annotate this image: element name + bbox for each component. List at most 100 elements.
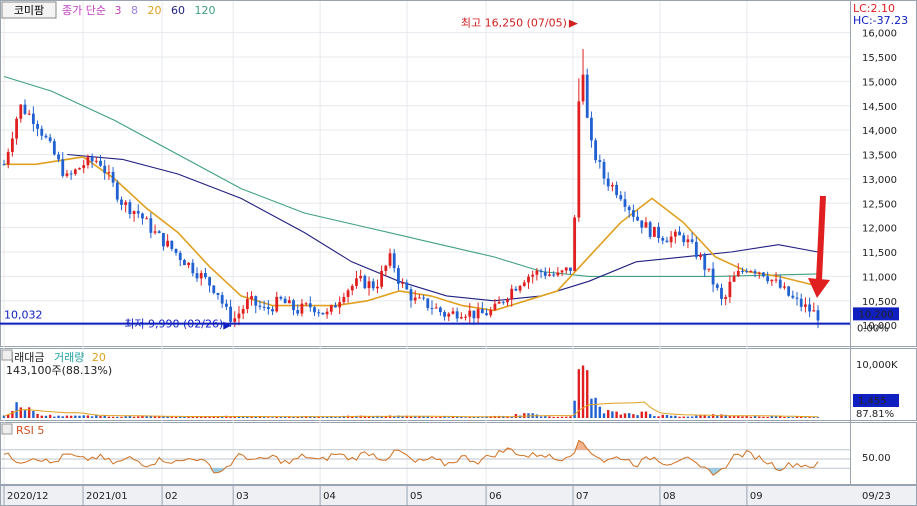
ma-legend: 종가 단순 3 8 20 60 120 (62, 4, 215, 17)
volume-bar (86, 415, 90, 418)
candle-body (590, 117, 593, 141)
volume-bar (514, 414, 518, 418)
candle-body (313, 307, 316, 313)
candle-body (40, 128, 44, 136)
candle-body (10, 138, 14, 152)
candle-body (799, 298, 803, 307)
candle-body (69, 173, 73, 175)
candle-body (413, 297, 417, 301)
candle-body (287, 300, 291, 304)
volume-bar (611, 411, 614, 418)
candle-body (86, 156, 90, 166)
volume-bar (78, 415, 81, 418)
volume-bar (258, 416, 262, 418)
candle-body (690, 239, 694, 242)
volume-bar (703, 415, 706, 418)
candle-body (644, 222, 648, 228)
volume-bar (716, 415, 719, 418)
candle-body (162, 233, 165, 247)
volume-bar (581, 365, 585, 418)
volume-bar (317, 416, 320, 418)
volume-bar (434, 417, 438, 418)
candle-body (78, 168, 81, 170)
volume-bar (204, 416, 207, 418)
candle-body (417, 297, 421, 299)
volume-bar (145, 415, 148, 418)
candle-body (434, 307, 438, 309)
candle-body (94, 160, 98, 162)
volume-bar (732, 416, 736, 418)
volume-bar (690, 416, 694, 418)
volume-bar (447, 417, 450, 418)
volume-bar (48, 414, 52, 418)
candle-body (2, 164, 6, 166)
volume-bar (413, 415, 417, 418)
candle-body (132, 211, 136, 215)
candle-body (321, 312, 325, 315)
rsi-oversold-area (713, 468, 718, 476)
candle-body (392, 253, 396, 269)
candle-body (224, 303, 228, 307)
candle-body (686, 239, 690, 243)
candle-body (48, 137, 52, 142)
volume-bar (61, 416, 64, 418)
candle-body (485, 313, 488, 316)
candle-body (52, 141, 56, 155)
volume-bar (120, 416, 123, 418)
candle-body (757, 272, 761, 274)
volume-bar (116, 416, 119, 418)
candle-body (19, 104, 23, 119)
volume-bar (82, 415, 85, 418)
candle-body (636, 216, 639, 221)
candle-body (371, 281, 375, 289)
candle-body (459, 317, 463, 319)
candle-body (317, 312, 321, 314)
rsi-toggle-icon[interactable] (1, 423, 13, 435)
candle-body (254, 296, 258, 306)
volume-bar (636, 415, 639, 418)
candle-body (631, 210, 635, 217)
candle-body (720, 287, 723, 299)
candle-body (262, 306, 266, 308)
volume-bar (262, 417, 266, 418)
time-axis-label: 02 (165, 491, 178, 502)
volume-title: 거래량 (54, 351, 84, 364)
candle-body (468, 310, 472, 317)
time-axis-right-label: 09/23 (862, 491, 891, 502)
ma-period-120: 120 (194, 4, 215, 17)
volume-bar (468, 417, 471, 418)
volume-bar (586, 370, 589, 418)
candle-body (153, 231, 157, 233)
candle-body (774, 279, 778, 281)
candle-body (241, 309, 245, 314)
volume-bar (695, 415, 698, 418)
volume-bar (250, 416, 253, 418)
candle-body (783, 286, 786, 288)
volume-bar (19, 407, 22, 418)
rsi-ytick: 50.00 (862, 453, 891, 464)
candle-body (652, 226, 656, 237)
volume-bar (53, 416, 56, 418)
candle-body (363, 275, 367, 289)
volume-bar (443, 416, 446, 418)
price-tick: 14,500 (862, 102, 897, 113)
stock-name-box[interactable] (1, 1, 57, 19)
volume-toggle-icon[interactable] (1, 349, 13, 361)
candle-body (124, 202, 128, 205)
volume-bar (699, 415, 702, 418)
candle-body (73, 169, 77, 174)
candle-body (455, 311, 459, 319)
volume-bar (686, 416, 690, 418)
candle-body (438, 307, 442, 313)
volume-bar (422, 416, 425, 418)
candle-body (804, 304, 807, 307)
volume-bar (195, 416, 199, 418)
volume-bar (573, 400, 576, 418)
price-tick: 11,500 (862, 248, 897, 259)
volume-info: 143,100주(88.13%) (6, 364, 112, 377)
volume-bar (409, 416, 413, 418)
volume-bar (376, 415, 379, 418)
candle-body (598, 160, 602, 162)
volume-bar (107, 416, 111, 418)
